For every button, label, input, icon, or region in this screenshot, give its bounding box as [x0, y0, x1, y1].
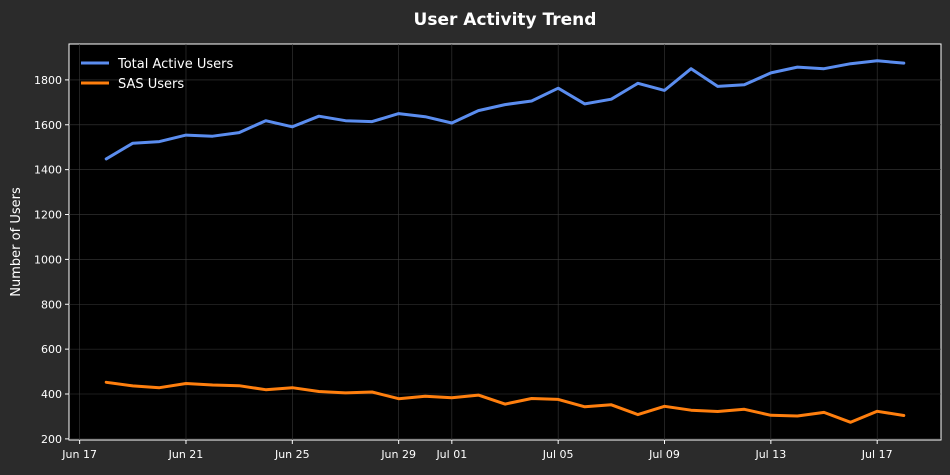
x-tick-label: Jul 09: [648, 448, 680, 461]
x-tick-label: Jul 05: [542, 448, 574, 461]
x-tick-label: Jun 17: [61, 448, 97, 461]
x-tick-label: Jun 25: [274, 448, 310, 461]
grid-lines: [69, 44, 941, 440]
y-axis-label: Number of Users: [9, 187, 24, 297]
y-tick-label: 800: [41, 298, 62, 311]
legend-label-sas-users: SAS Users: [118, 77, 184, 92]
legend-label-total-active-users: Total Active Users: [117, 57, 233, 72]
y-tick-label: 1200: [34, 209, 62, 222]
x-axis: Jun 17 Jun 21 Jun 25 Jun 29 Jul 01 Jul 05 Jul …: [61, 440, 893, 461]
y-tick-label: 1400: [34, 164, 62, 177]
x-tick-label: Jul 13: [754, 448, 786, 461]
y-tick-label: 400: [41, 388, 62, 401]
y-tick-label: 1600: [34, 119, 62, 132]
plot-area: [68, 43, 942, 441]
y-tick-label: 1000: [34, 253, 62, 266]
x-tick-label: Jun 21: [168, 448, 204, 461]
y-axis: 200 400 600 800 1000 1200 1400 1600 1800: [34, 74, 69, 446]
y-tick-label: 200: [41, 433, 62, 446]
y-tick-label: 1800: [34, 74, 62, 87]
x-tick-label: Jul 01: [435, 448, 467, 461]
legend: Total Active Users SAS Users: [81, 57, 233, 92]
y-tick-label: 600: [41, 343, 62, 356]
x-tick-label: Jun 29: [380, 448, 416, 461]
series-line-total-active-users: [104, 59, 906, 161]
chart-title: User Activity Trend: [414, 10, 597, 30]
series-lines: [104, 59, 906, 424]
x-tick-label: Jul 17: [861, 448, 893, 461]
series-line-sas-users: [104, 380, 906, 424]
